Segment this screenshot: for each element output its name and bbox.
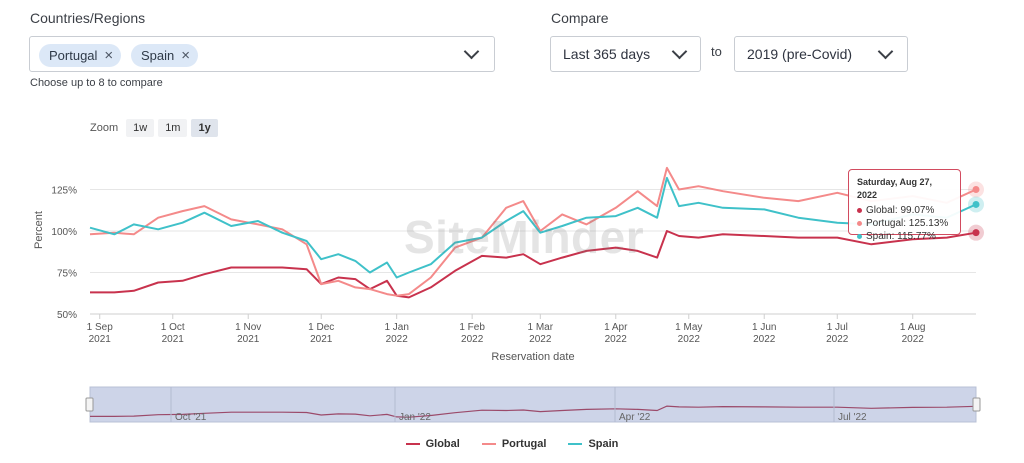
y-tick-label: 50% xyxy=(57,310,77,321)
zoom-1y-button[interactable]: 1y xyxy=(191,119,218,137)
tooltip-date: Saturday, Aug 27, 2022 xyxy=(857,177,933,200)
x-tick-label: 1 Dec xyxy=(308,322,334,333)
zoom-label: Zoom xyxy=(90,122,119,134)
watermark-logo: SiteMinder xyxy=(404,211,645,263)
x-tick-year: 2022 xyxy=(902,334,925,345)
x-tick-label: 1 May xyxy=(675,322,702,333)
navigator-right-handle[interactable] xyxy=(972,397,981,412)
x-tick-label: 1 Jun xyxy=(752,322,776,333)
navigator-series xyxy=(90,405,977,418)
series-line-global xyxy=(90,230,977,299)
x-tick-year: 2021 xyxy=(310,334,333,345)
chip-label: Spain xyxy=(141,48,175,63)
tooltip-row-portugal: Portugal: 125.13% xyxy=(857,217,952,230)
x-tick-label: 1 Nov xyxy=(235,322,261,333)
tooltip-spain-value: Spain: 115.77% xyxy=(866,231,936,242)
chip-portugal[interactable]: Portugal × xyxy=(39,44,122,67)
legend-swatch xyxy=(481,443,496,445)
x-tick-label: 1 Apr xyxy=(604,322,628,333)
period-value: Last 365 days xyxy=(563,46,651,62)
x-tick-label: 1 Feb xyxy=(459,322,485,333)
navigator-left-handle[interactable] xyxy=(85,397,94,412)
navigator-label: Apr '22 xyxy=(619,412,651,423)
navigator-label: Oct '21 xyxy=(175,412,207,423)
y-axis-label: Percent xyxy=(33,211,45,249)
baseline-select[interactable]: 2019 (pre-Covid) xyxy=(734,36,908,72)
x-tick-label: 1 Oct xyxy=(161,322,185,333)
x-tick-year: 2022 xyxy=(529,334,552,345)
x-tick-label: 1 Aug xyxy=(900,322,926,333)
x-tick-label: 1 Jul xyxy=(827,322,848,333)
series-dot xyxy=(857,220,862,226)
chart-series xyxy=(89,166,984,299)
legend-label: Portugal xyxy=(501,438,547,450)
x-tick-label: 1 Jan xyxy=(384,322,408,333)
selection-hint: Choose up to 8 to compare xyxy=(30,77,163,89)
navigator-window[interactable] xyxy=(89,386,977,423)
series-marker-global xyxy=(972,229,980,237)
compare-label: Compare xyxy=(551,10,609,26)
y-tick-label: 100% xyxy=(51,227,77,238)
zoom-1w-button[interactable]: 1w xyxy=(126,119,155,137)
baseline-value: 2019 (pre-Covid) xyxy=(747,46,853,62)
navigator-label: Jul '22 xyxy=(838,412,867,423)
series-dot xyxy=(857,207,862,213)
x-tick-year: 2022 xyxy=(605,334,628,345)
tooltip-global-value: Global: 99.07% xyxy=(866,205,935,216)
x-tick-year: 2022 xyxy=(386,334,409,345)
series-dot xyxy=(857,233,862,239)
countries-multiselect[interactable]: Portugal × Spain × xyxy=(29,36,495,72)
series-line-spain xyxy=(89,176,977,279)
tooltip-row-spain: Spain: 115.77% xyxy=(857,230,952,243)
x-tick-year: 2022 xyxy=(753,334,776,345)
x-tick-year: 2021 xyxy=(237,334,260,345)
legend-item-global[interactable]: Global xyxy=(405,438,460,450)
series-marker-spain xyxy=(972,200,980,208)
x-tick-year: 2021 xyxy=(89,334,112,345)
countries-label: Countries/Regions xyxy=(30,10,146,26)
navigator-line xyxy=(90,405,977,418)
series-marker-portugal xyxy=(972,186,980,193)
period-select[interactable]: Last 365 days xyxy=(550,36,701,72)
x-tick-year: 2021 xyxy=(162,334,185,345)
y-tick-label: 75% xyxy=(57,269,77,280)
y-axis-ticks: 50% 75% 100% 125% xyxy=(51,186,77,322)
x-tick-label: 1 Mar xyxy=(528,322,554,333)
x-tick-year: 2022 xyxy=(461,334,484,345)
tooltip-row-global: Global: 99.07% xyxy=(857,204,952,217)
navigator-labels: Oct '21 Jan '22 Apr '22 Jul '22 xyxy=(170,387,867,423)
legend-label: Global xyxy=(425,438,460,450)
tooltip-portugal-value: Portugal: 125.13% xyxy=(866,218,949,229)
x-tick-label: 1 Sep xyxy=(87,322,114,333)
legend-label: Spain xyxy=(588,438,619,450)
chart-tooltip: Saturday, Aug 27, 2022 Global: 99.07% Po… xyxy=(848,169,961,242)
x-axis-label: Reservation date xyxy=(491,351,574,363)
chart-grid xyxy=(90,189,976,315)
chip-spain[interactable]: Spain × xyxy=(131,44,199,67)
x-tick-year: 2022 xyxy=(678,334,701,345)
chip-label: Portugal xyxy=(49,48,98,63)
legend-swatch xyxy=(405,443,420,445)
chart-legend: Global Portugal Spain xyxy=(0,438,1024,450)
legend-item-portugal[interactable]: Portugal xyxy=(481,438,547,450)
zoom-controls: Zoom 1w 1m 1y xyxy=(90,119,218,137)
close-icon[interactable]: × xyxy=(181,47,191,64)
to-label: to xyxy=(711,44,722,59)
legend-item-spain[interactable]: Spain xyxy=(568,438,618,450)
navigator-label: Jan '22 xyxy=(399,412,431,423)
y-tick-label: 125% xyxy=(51,186,77,197)
legend-swatch xyxy=(568,443,583,445)
x-tick-year: 2022 xyxy=(826,334,849,345)
close-icon[interactable]: × xyxy=(104,47,114,64)
zoom-1m-button[interactable]: 1m xyxy=(158,119,188,137)
